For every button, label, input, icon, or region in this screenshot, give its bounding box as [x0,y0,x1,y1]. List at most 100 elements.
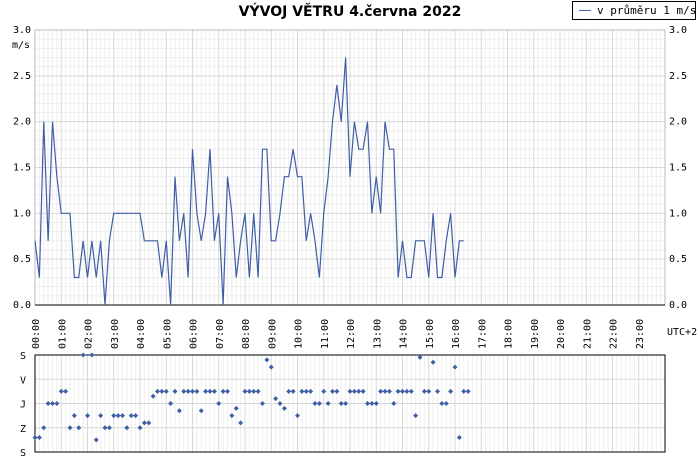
direction-tick-label: V [20,375,26,386]
direction-point [264,357,270,363]
direction-point [155,388,160,394]
x-tick-label: 14:00 [399,319,410,349]
direction-point [150,393,156,399]
direction-point [71,413,77,419]
utc-label: UTC+2 [667,327,697,338]
y-tick-label-right: 3.0 [669,25,687,36]
direction-point [220,388,226,394]
direction-point [242,388,248,394]
direction-point [295,413,300,419]
direction-point [229,413,235,419]
y-axis-unit-label: m/s [12,40,30,51]
direction-point [233,405,239,411]
direction-point [365,401,370,406]
direction-point [172,388,178,394]
direction-point [308,388,314,394]
direction-point [198,408,204,414]
direction-point [168,401,174,406]
direction-point [141,420,147,426]
direction-point [426,388,432,394]
x-tick-label: 09:00 [267,319,278,349]
direction-point [50,401,55,406]
x-tick-label: 17:00 [477,319,488,349]
x-tick-label: 07:00 [215,319,226,349]
direction-point [369,401,375,406]
direction-point [80,352,86,358]
x-tick-label: 05:00 [162,319,173,349]
direction-point [207,388,213,394]
direction-point [413,413,419,419]
x-tick-label: 04:00 [136,319,147,349]
direction-point [181,388,187,394]
y-tick-label-left: 2.5 [13,71,31,82]
direction-point [316,401,322,406]
direction-point [290,388,296,394]
direction-point [216,401,222,406]
x-tick-label: 20:00 [556,319,567,349]
direction-point [273,396,279,402]
direction-point [452,364,458,370]
series-line-wind-speed [34,57,464,306]
direction-point [176,408,182,414]
x-tick-label: 03:00 [110,319,121,349]
direction-point [211,388,217,394]
x-tick-label: 06:00 [189,319,200,349]
direction-point [36,434,42,440]
direction-point [238,420,244,426]
direction-point [41,425,47,431]
y-tick-label-right: 2.5 [669,71,687,82]
direction-point [58,388,64,394]
x-tick-label: 00:00 [31,319,42,349]
direction-point [430,359,436,365]
direction-point [102,425,108,431]
y-tick-label-right: 1.5 [669,163,687,174]
y-tick-label-left: 3.0 [13,25,31,36]
direction-point [439,401,445,406]
x-tick-label: 21:00 [582,319,593,349]
y-tick-label-left: 0.5 [13,254,31,265]
direction-point [76,425,82,431]
chart-title: VÝVOJ VĚTRU 4.června 2022 [238,4,462,20]
direction-point [63,388,69,394]
x-tick-label: 13:00 [372,319,383,349]
direction-point [325,401,331,406]
direction-point [299,388,305,394]
x-tick-label: 19:00 [530,319,541,349]
direction-point [281,405,287,411]
direction-point [408,388,414,394]
direction-point [347,388,353,394]
y-tick-label-left: 0.0 [13,300,31,311]
y-tick-label-left: 1.5 [13,163,31,174]
direction-point [443,401,449,406]
x-tick-label: 02:00 [84,319,95,349]
direction-point [391,401,397,406]
y-tick-label-left: 2.0 [13,117,31,128]
direction-point [246,388,252,394]
y-tick-label-right: 0.5 [669,254,687,265]
x-tick-label: 10:00 [294,319,305,349]
x-tick-label: 11:00 [320,319,331,349]
x-tick-label: 16:00 [451,319,462,349]
direction-point [260,401,265,406]
y-tick-label-left: 1.0 [13,208,31,219]
direction-tick-label: S [20,351,26,362]
direction-tick-label: Z [20,424,26,435]
direction-tick-label: S [20,448,26,459]
direction-point [190,388,195,394]
y-tick-label-right: 1.0 [669,208,687,219]
direction-point [417,354,423,360]
direction-point [251,388,257,394]
x-tick-label: 22:00 [609,319,620,349]
direction-point [456,434,462,440]
direction-point [435,388,440,394]
direction-point [67,425,73,431]
direction-point [330,388,335,394]
y-tick-label-right: 2.0 [669,117,687,128]
direction-point [421,388,427,394]
direction-point [360,388,366,394]
x-tick-label: 08:00 [241,319,252,349]
plot-frame [34,354,666,453]
y-tick-label-right: 0.0 [669,300,687,311]
direction-point [54,401,60,406]
